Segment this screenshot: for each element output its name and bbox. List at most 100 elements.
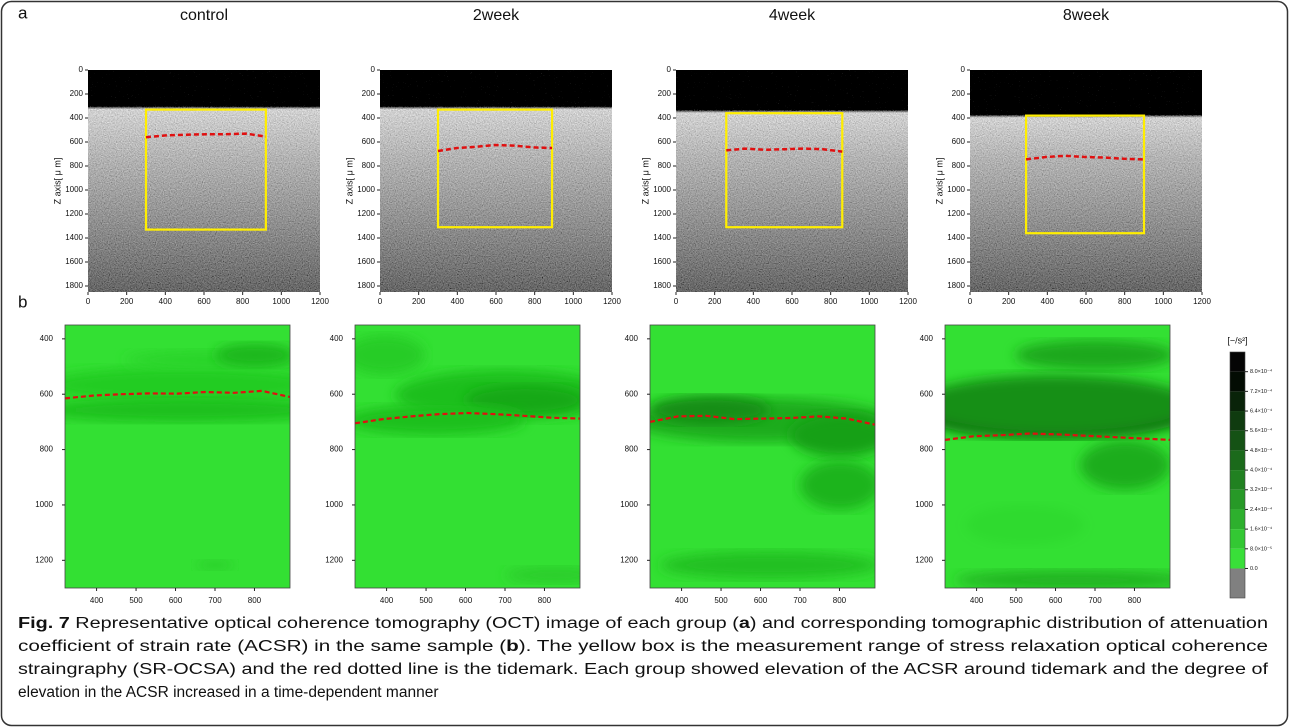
x-tick-label: 500: [714, 596, 728, 605]
map-region: [965, 505, 1085, 545]
x-tick-label: 600: [754, 596, 768, 605]
y-axis-label: Z axis[ μ m]: [52, 158, 62, 205]
y-tick-label: 0: [961, 65, 966, 74]
y-tick-label: 400: [330, 334, 344, 343]
colorbar-unit: [−/s²]: [1227, 335, 1247, 345]
y-tick-label: 200: [362, 89, 376, 98]
colorbar-band: [1230, 529, 1245, 549]
x-tick-label: 200: [120, 297, 134, 306]
measurement-box: [725, 112, 844, 229]
map-region: [790, 413, 875, 457]
x-tick-label: 0: [86, 297, 91, 306]
oct-image: [88, 70, 320, 292]
caption-text: ) and corresponding tomographic distribu…: [750, 615, 1268, 632]
y-tick-label: 400: [952, 113, 966, 122]
map-region: [945, 375, 1170, 435]
colorbar-tick-label: 0.0: [1250, 566, 1258, 572]
tidemark: [650, 414, 875, 426]
caption-text: ). The yellow box is the measurement ran…: [519, 638, 1268, 655]
x-tick-label: 1200: [1193, 297, 1211, 306]
y-tick-label: 400: [625, 334, 639, 343]
caption-text: Representative optical coherence tomogra…: [70, 615, 740, 632]
colorbar-tick-label: 4.8×10⁻⁴: [1250, 447, 1273, 454]
y-tick-label: 800: [362, 161, 376, 170]
y-axis-label: Z axis[ μ m]: [934, 158, 944, 205]
y-tick-label: 600: [920, 389, 934, 398]
x-tick-label: 1000: [272, 297, 290, 306]
y-tick-label: 1600: [357, 257, 375, 266]
x-tick-label: 400: [90, 596, 104, 605]
y-tick-label: 200: [952, 89, 966, 98]
map-frame: [354, 324, 581, 589]
y-tick-label: 1000: [357, 185, 375, 194]
map-region: [355, 405, 525, 435]
map-region: [65, 398, 290, 422]
map-frame: [944, 324, 1171, 589]
colorbar-tick-label: 5.6×10⁻⁴: [1250, 427, 1273, 434]
y-tick-label: 1000: [325, 500, 343, 509]
x-tick-label: 700: [208, 596, 222, 605]
colorbar-top: [1230, 352, 1245, 372]
x-tick-label: 600: [1049, 596, 1063, 605]
tidemark: [65, 389, 290, 400]
colorbar-band: [1230, 450, 1245, 471]
colorbar-band: [1230, 411, 1245, 431]
caption-line: elevation in the ACSR increased in a tim…: [18, 684, 438, 701]
acsr-map: [945, 325, 1170, 588]
x-tick-label: 200: [708, 297, 722, 306]
y-tick-label: 1800: [65, 281, 83, 290]
map-region: [1015, 340, 1170, 370]
y-axis-label: Z axis[ μ m]: [344, 158, 354, 205]
y-tick-label: 200: [658, 89, 672, 98]
map-region: [215, 343, 290, 367]
y-tick-label: 1000: [35, 500, 53, 509]
y-tick-label: 1600: [653, 257, 671, 266]
x-tick-label: 1200: [899, 297, 917, 306]
y-tick-label: 1400: [947, 233, 965, 242]
x-tick-label: 0: [674, 297, 679, 306]
y-tick-label: 800: [70, 161, 84, 170]
colorbar-band: [1230, 430, 1245, 451]
measurement-box: [436, 108, 554, 229]
tidemark: [726, 147, 843, 153]
y-tick-label: 1000: [65, 185, 83, 194]
y-tick-label: 600: [625, 389, 639, 398]
caption-bold: b: [506, 638, 519, 655]
x-tick-label: 1000: [1154, 297, 1172, 306]
x-tick-label: 0: [968, 297, 973, 306]
colorbar-tick-label: 7.2×10⁻⁴: [1250, 388, 1273, 395]
panel-label: b: [18, 292, 27, 311]
y-axis-label: Z axis[ μ m]: [640, 158, 650, 205]
y-tick-label: 1400: [65, 233, 83, 242]
caption-line: Fig. 7 Representative optical coherence …: [18, 615, 1268, 632]
group-title: 2week: [473, 7, 520, 24]
y-tick-label: 0: [667, 65, 672, 74]
x-tick-label: 400: [747, 297, 761, 306]
y-tick-label: 1000: [653, 185, 671, 194]
x-tick-label: 600: [197, 297, 211, 306]
group-title: 8week: [1063, 7, 1110, 24]
y-tick-label: 400: [362, 113, 376, 122]
x-tick-label: 400: [970, 596, 984, 605]
x-tick-label: 700: [498, 596, 512, 605]
caption-text: coefficient of strain rate (ACSR) in the…: [18, 638, 507, 655]
x-tick-label: 1200: [311, 297, 329, 306]
x-tick-label: 800: [1128, 596, 1142, 605]
acsr-map: [65, 325, 290, 588]
y-tick-label: 1200: [653, 209, 671, 218]
map-region: [195, 560, 235, 570]
oct-image: [970, 70, 1202, 292]
y-tick-label: 800: [330, 445, 344, 454]
y-tick-label: 400: [40, 334, 54, 343]
group-title: control: [180, 7, 228, 24]
colorbar-tick-label: 2.4×10⁻⁴: [1250, 506, 1273, 513]
y-tick-label: 800: [658, 161, 672, 170]
x-tick-label: 400: [380, 596, 394, 605]
y-tick-label: 400: [920, 334, 934, 343]
map-region: [505, 567, 580, 583]
x-tick-label: 700: [793, 596, 807, 605]
y-tick-label: 1200: [915, 555, 933, 564]
x-tick-label: 500: [129, 596, 143, 605]
caption-text: straingraphy (SR-OCSA) and the red dotte…: [18, 661, 1269, 678]
x-tick-label: 1200: [603, 297, 621, 306]
